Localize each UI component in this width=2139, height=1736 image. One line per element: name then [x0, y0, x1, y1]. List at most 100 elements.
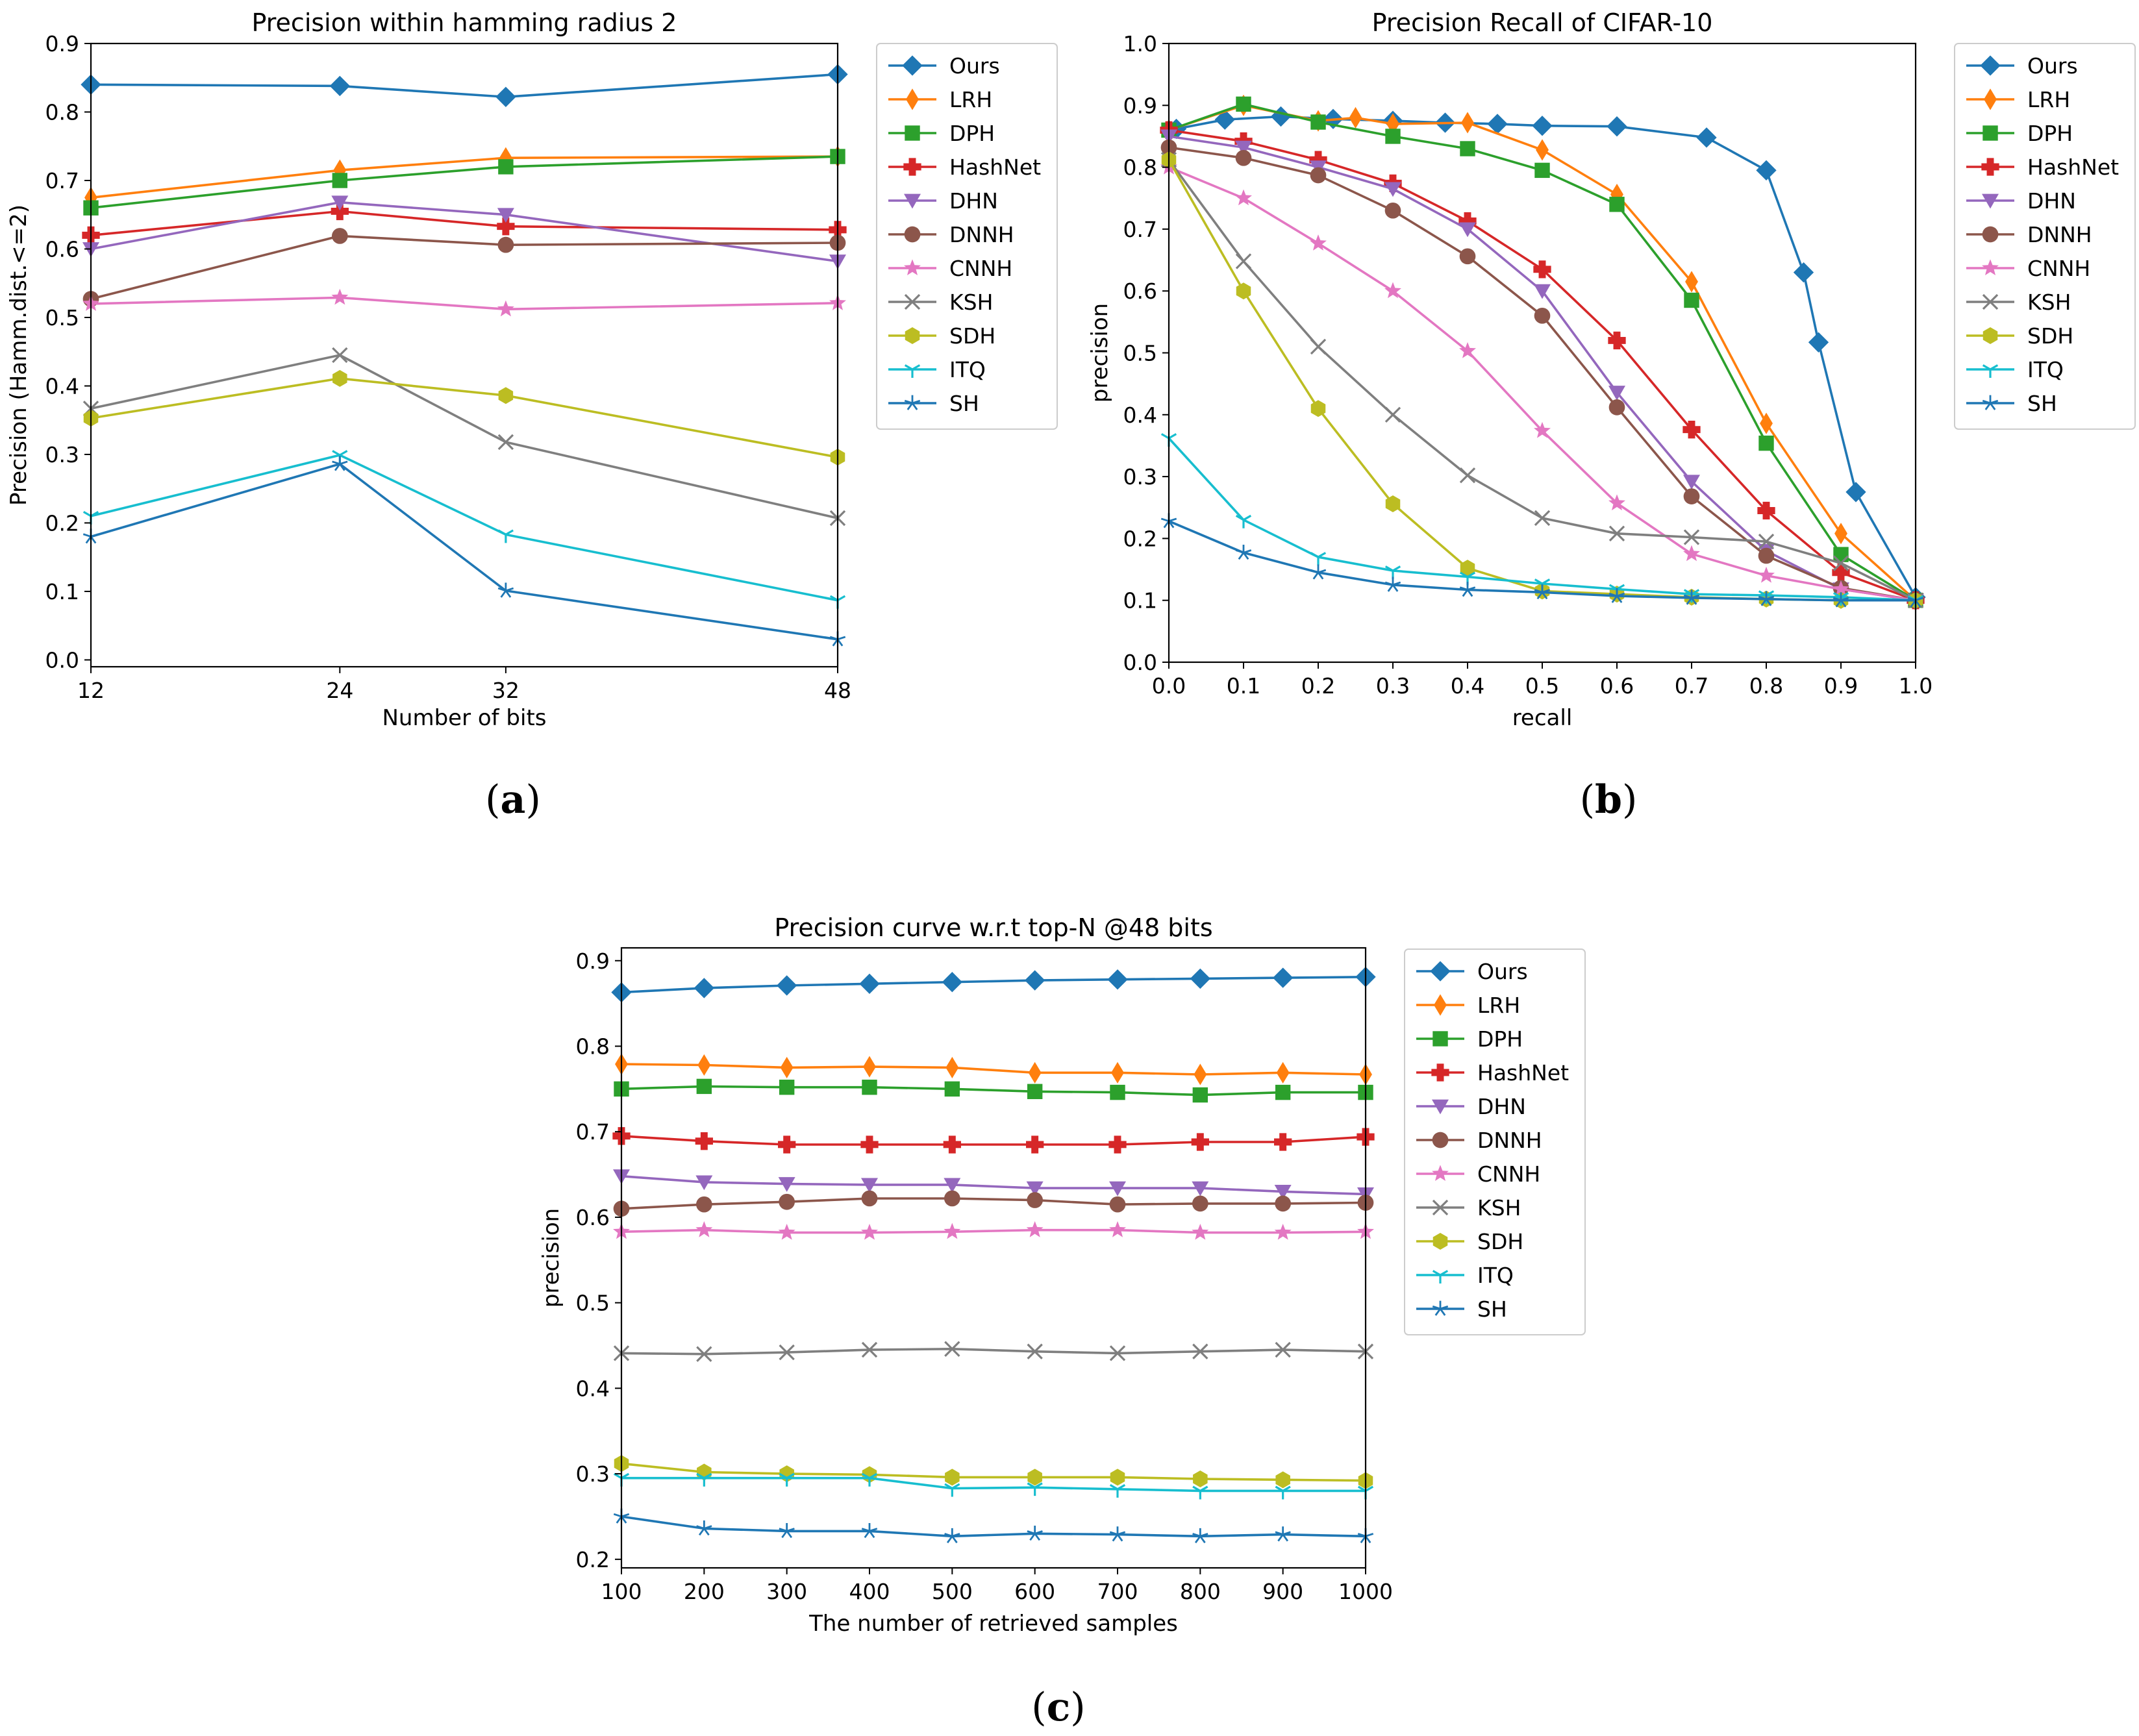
panel-a-point-itq-2: [497, 529, 514, 543]
panel-b-point-dph-5: [1534, 162, 1550, 179]
panel-c-series-lrh: [615, 1053, 1372, 1085]
panel-a-legend-label: DNNH: [949, 222, 1014, 247]
panel-b-point-dph-6: [1609, 197, 1625, 212]
panel-b-point-hashnet-8: [1757, 501, 1775, 520]
panel-c-point-hashnet-4: [943, 1135, 961, 1154]
panel-c-point-ours-1: [694, 978, 714, 998]
panel-b-legend-swatch-marker: [1982, 395, 1999, 410]
panel-b-point-dph-7: [1684, 292, 1699, 308]
panel-b-xtick-label: 0.3: [1376, 673, 1410, 699]
panel-c-point-dhn-1: [695, 1175, 713, 1191]
panel-c-ylabel: precision: [538, 1208, 564, 1308]
panel-c-point-sh-1: [696, 1520, 712, 1536]
panel-a-point-ours-2: [495, 86, 516, 107]
panel-c-point-ksh-3: [861, 1341, 878, 1358]
panel-a-legend-item-dhn: DHN: [888, 188, 998, 214]
caption-c: (c): [1031, 1685, 1085, 1730]
panel-a-xtick-label: 48: [824, 678, 851, 703]
panel-b-point-dhn-7: [1683, 475, 1700, 490]
panel-b-point-dph-2: [1310, 114, 1326, 130]
panel-b-legend-label: DHN: [2027, 188, 2076, 214]
panel-c-point-itq-5: [1027, 1482, 1043, 1496]
panel-b-point-dph-9: [1833, 547, 1849, 562]
panel-b-legend-item-sdh: SDH: [1966, 323, 2073, 349]
panel-b-legend-item-sh: SH: [1966, 391, 2057, 416]
panel-a-ylabel: Precision (Hamm.dist.<=2): [6, 205, 32, 506]
panel-c-point-ours-7: [1190, 968, 1210, 989]
panel-b-point-dph-3: [1385, 129, 1401, 144]
panel-b-legend-swatch-marker: [1983, 125, 1998, 141]
panel-a-legend: Ours LRH DPH HashNet DHN DNNH CNNH KSH SDH ITQ SH: [876, 43, 1058, 430]
panel-a-ytick-label: 0.3: [45, 442, 79, 467]
panel-a-legend-swatch-marker: [904, 226, 921, 243]
panel-c-point-dph-3: [862, 1080, 877, 1095]
panel-c-point-itq-3: [861, 1472, 878, 1487]
panel-c-point-ours-3: [859, 973, 880, 994]
panel-c-point-dph-7: [1192, 1087, 1208, 1103]
panel-c-point-ksh-7: [1192, 1343, 1208, 1359]
panel-c-point-dnnh-3: [861, 1190, 878, 1207]
panel-b-ytick-label: 0.7: [1123, 217, 1157, 242]
panel-b-xtick-label: 0.1: [1227, 673, 1260, 699]
panel-a-legend-label: SDH: [949, 323, 995, 349]
panel-b-ytick-label: 0.3: [1123, 464, 1157, 490]
panel-b-point-dnnh-4: [1459, 248, 1476, 265]
panel-b-point-dhn-6: [1608, 386, 1625, 401]
panel-b-legend-item-dph: DPH: [1966, 121, 2073, 146]
panel-b-ytick-label: 0.5: [1123, 341, 1157, 366]
panel-c-point-sh-2: [779, 1523, 795, 1539]
panel-b-point-lrh-5: [1461, 112, 1474, 134]
panel-a-line-itq: [90, 454, 838, 602]
panel-b-legend-label: HashNet: [2027, 155, 2119, 180]
panel-c-point-dnnh-2: [779, 1193, 795, 1210]
panel-b-ytick-label: 0.0: [1123, 650, 1157, 675]
panel-c-ytick-label: 0.5: [576, 1291, 610, 1316]
panel-b-point-cnnh-5: [1534, 421, 1551, 438]
panel-a-point-dph-1: [332, 173, 348, 188]
panel-b-series-hashnet: [1160, 121, 1925, 610]
panel-c-legend-item-itq: ITQ: [1416, 1263, 1514, 1288]
panel-c-point-sh-3: [861, 1523, 878, 1539]
caption-c-close: ): [1070, 1685, 1085, 1730]
panel-b-point-ksh-7: [1683, 529, 1700, 545]
panel-b-point-dnnh-1: [1235, 149, 1252, 166]
panel-a-legend-swatch-marker: [904, 395, 921, 410]
panel-b-point-lrh-10: [1834, 523, 1847, 545]
panel-c-point-itq-4: [944, 1483, 960, 1497]
panel-a-line-cnnh: [90, 296, 838, 311]
panel-a-ytick-label: 0.2: [45, 510, 79, 536]
panel-b-legend-label: Ours: [2027, 53, 2078, 79]
panel-a-legend-swatch-marker: [906, 88, 919, 110]
panel-b-legend-item-ksh: KSH: [1966, 290, 2071, 315]
panel-c-point-hashnet-8: [1274, 1133, 1292, 1151]
panel-c-line-dhn: [621, 1174, 1366, 1196]
panel-b-legend-swatch-marker: [1982, 364, 1999, 378]
panel-c-legend-swatch-marker: [1432, 1199, 1449, 1216]
panel-c-point-sdh-7: [1193, 1470, 1208, 1488]
panel-b-point-dnnh-3: [1384, 202, 1401, 219]
panel-b-xtick-label: 0.2: [1301, 673, 1335, 699]
panel-b-point-ours-8: [1607, 116, 1627, 137]
panel-a-legend-item-sdh: SDH: [888, 323, 995, 349]
panel-b-point-sdh-3: [1385, 495, 1401, 513]
panel-b-point-hashnet-5: [1533, 260, 1551, 279]
panel-c-line-ksh: [621, 1348, 1366, 1356]
panel-a-legend-item-ours: Ours: [888, 53, 1000, 79]
panel-b-xtick-label: 1.0: [1899, 673, 1933, 699]
panel-b-point-ksh-6: [1608, 525, 1625, 541]
panel-b-series-sh: [1160, 513, 1924, 608]
panel-c-axes-frame: [620, 947, 1367, 1569]
panel-c-point-dph-4: [944, 1081, 960, 1097]
panel-c-point-sdh-5: [1027, 1469, 1042, 1486]
panel-b-point-dnnh-5: [1534, 307, 1551, 324]
panel-c-point-cnnh-3: [861, 1223, 878, 1240]
panel-b-point-sh-6: [1608, 588, 1625, 603]
panel-a-xtick-label: 32: [492, 678, 519, 703]
panel-c-legend-label: LRH: [1477, 993, 1520, 1018]
panel-b-point-dnnh-8: [1758, 547, 1775, 564]
panel-c-point-ours-8: [1273, 967, 1294, 988]
panel-c-legend-item-lrh: LRH: [1416, 993, 1520, 1018]
panel-b-ytick-label: 0.6: [1123, 279, 1157, 304]
panel-b-legend-item-dhn: DHN: [1966, 188, 2076, 214]
panel-b-point-sdh-1: [1236, 282, 1251, 300]
